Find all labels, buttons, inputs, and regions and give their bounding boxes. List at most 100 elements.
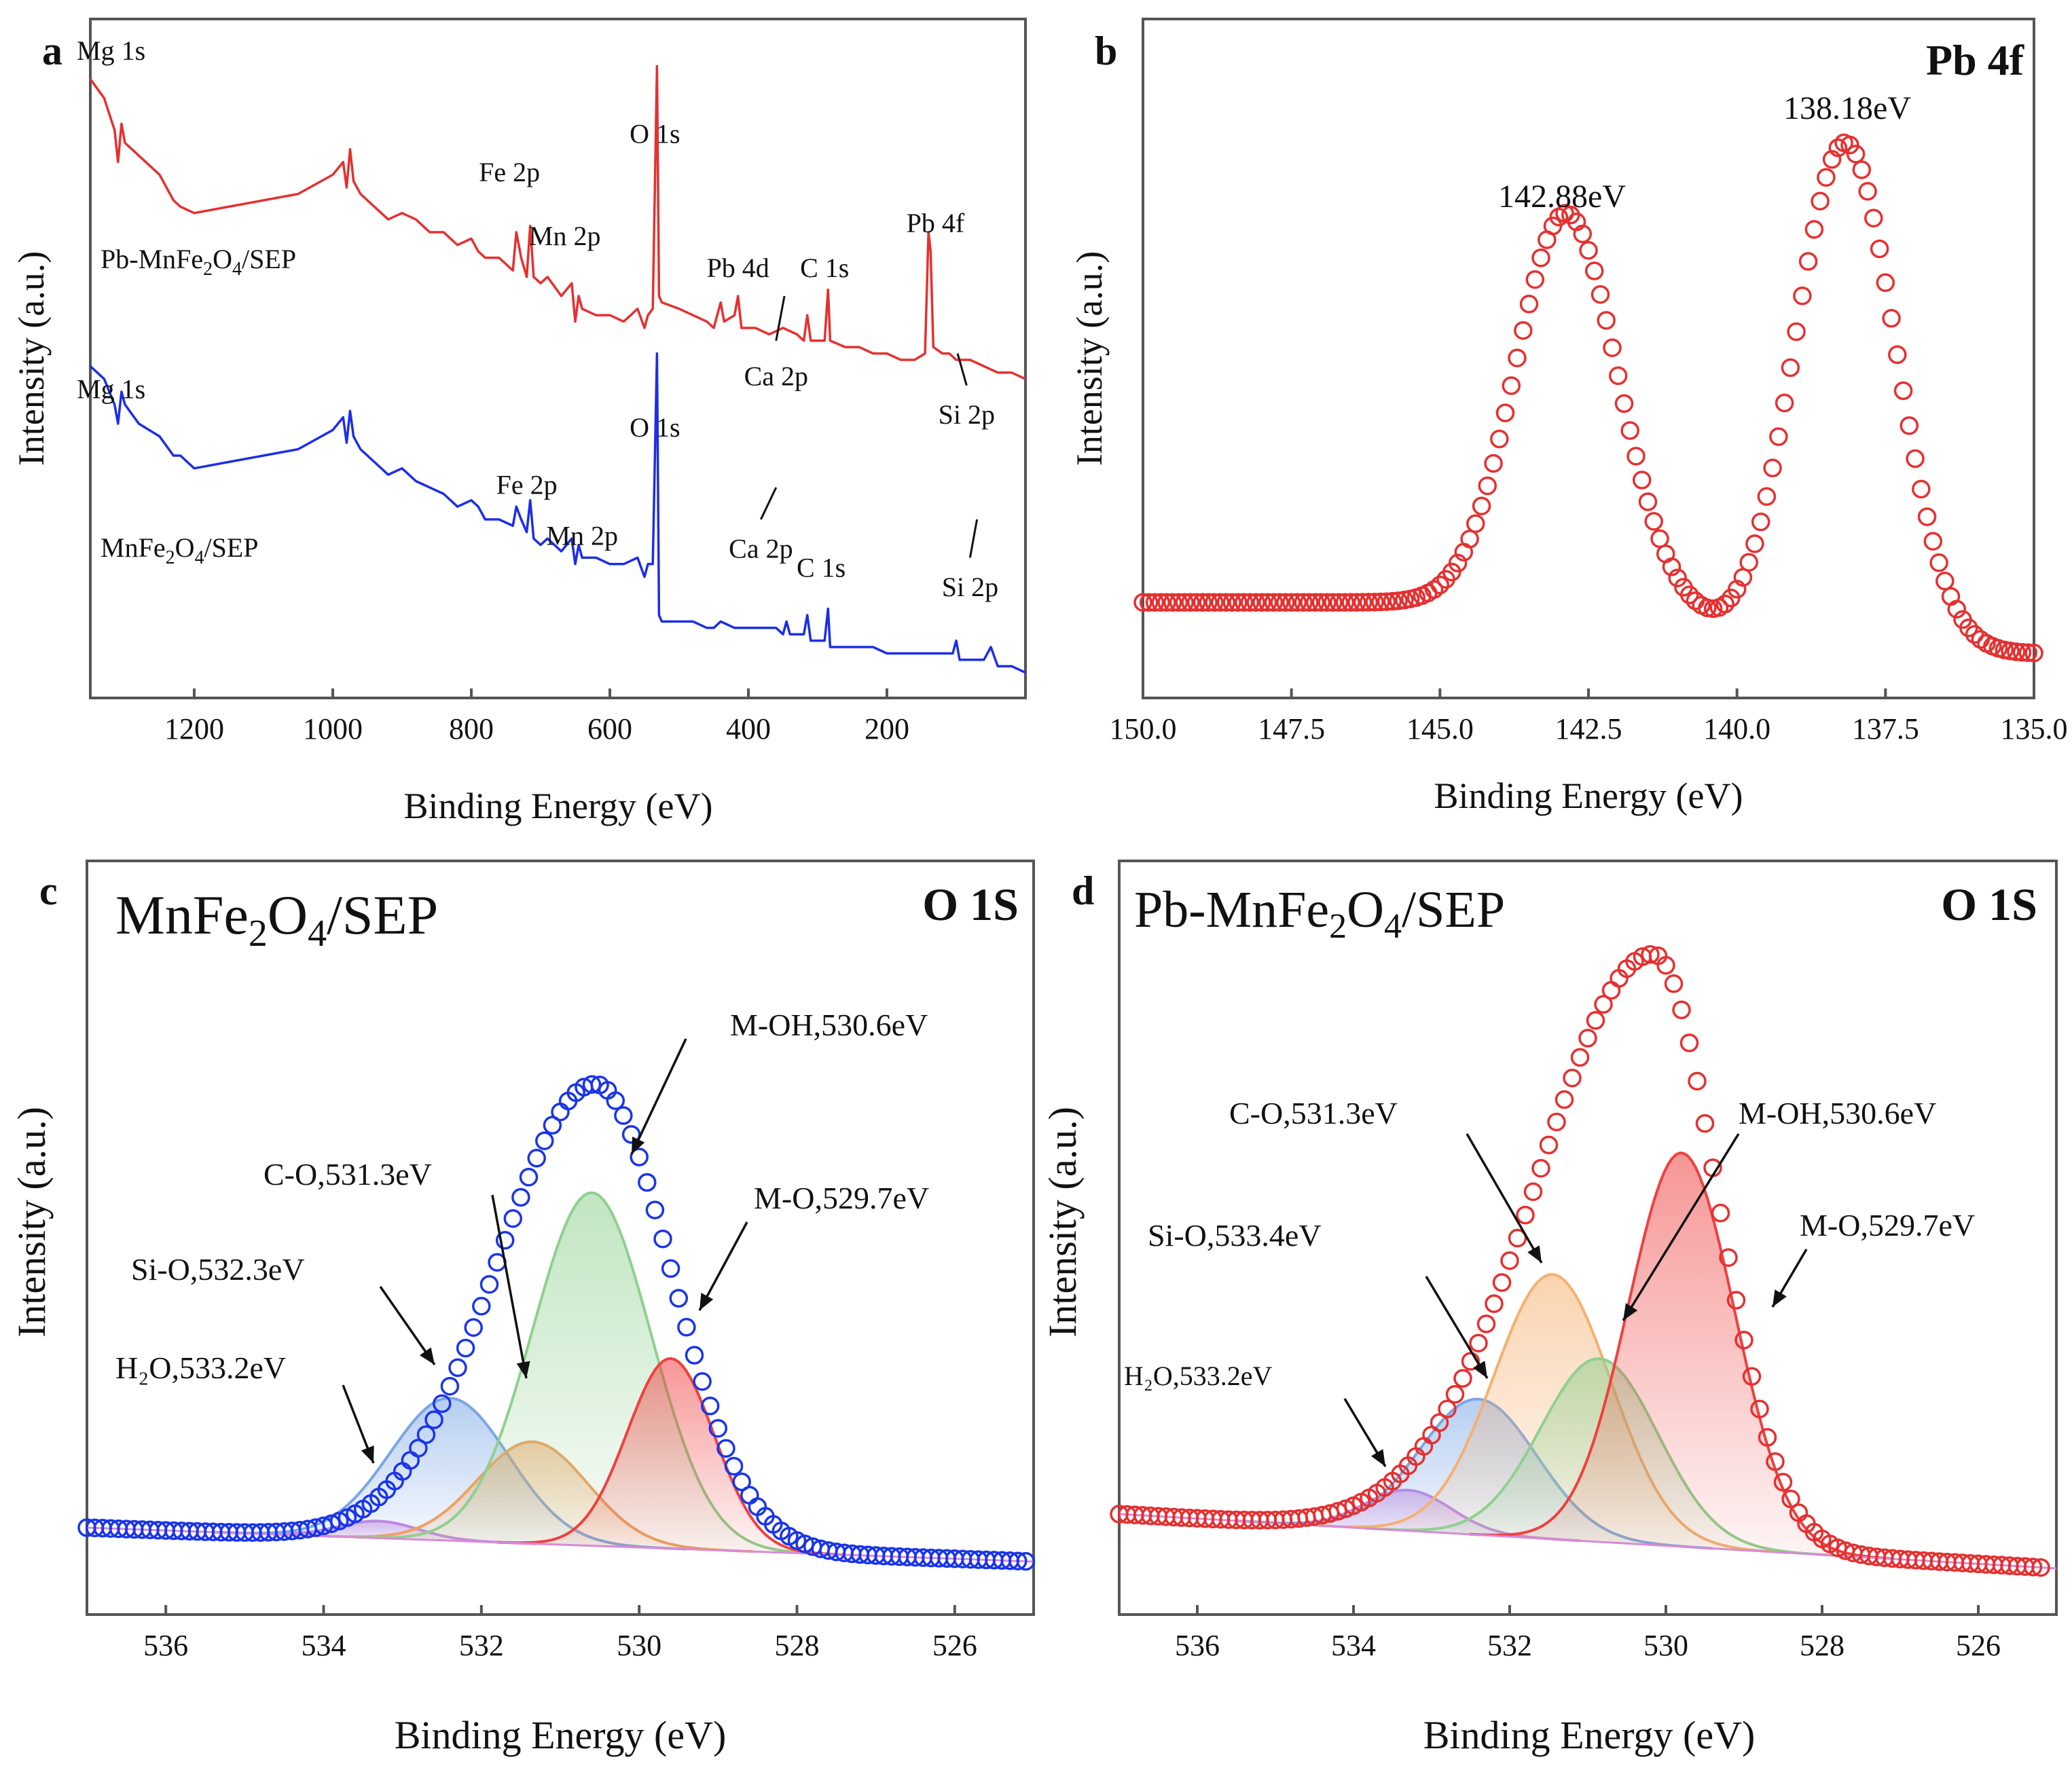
envelope-point (1476, 1314, 1496, 1333)
data-point (1145, 593, 1165, 612)
x-tick-label: 530 (617, 1629, 661, 1662)
panel-c-plot: 536 534 532 530 528 526 M-O,529.7eV M-OH,530.6e… (77, 1008, 1036, 1662)
data-point (1769, 427, 1788, 446)
envelope-point (708, 1418, 728, 1438)
component-fill (497, 1358, 845, 1555)
component-fill (1469, 1153, 1894, 1560)
x-tick-label: 1000 (303, 712, 363, 745)
panel-a-xlabel: Binding Energy (eV) (404, 786, 713, 826)
data-point (1514, 320, 1533, 340)
data-point (1757, 487, 1777, 507)
data-point (1157, 593, 1176, 612)
data-point (1638, 492, 1658, 511)
data-point (1781, 358, 1800, 377)
series-line (89, 352, 1026, 674)
data-point (1317, 593, 1337, 612)
component-line (1469, 1152, 1891, 1560)
envelope-point (527, 1149, 546, 1168)
x-tick-label: 534 (1331, 1629, 1376, 1662)
envelope-point (716, 1439, 735, 1458)
panel-c-title: O 1S (922, 879, 1019, 930)
data-point (1305, 593, 1325, 612)
envelope-point (472, 1297, 491, 1316)
envelope-point (1523, 1182, 1543, 1201)
data-point (1597, 311, 1616, 330)
x-tick-label: 528 (775, 1629, 820, 1662)
component-label: C-O,531.3eV (263, 1157, 432, 1192)
panel-d-frame (1118, 860, 2058, 1616)
peak-annotation: Si 2p (942, 572, 998, 602)
envelope-point (479, 1274, 499, 1294)
data-point (1882, 309, 1901, 328)
data-point (1846, 145, 1866, 164)
panel-c-frame (86, 860, 1035, 1616)
data-point (1377, 592, 1396, 611)
envelope-point (1679, 1033, 1699, 1052)
data-point (1311, 593, 1331, 612)
annotation-arrow (775, 295, 786, 342)
data-point (1763, 458, 1782, 478)
envelope-point (1578, 1029, 1597, 1048)
envelope-point (1766, 1452, 1785, 1471)
envelope-point (1781, 1490, 1800, 1509)
x-tick-label: 600 (587, 712, 632, 745)
data-point (1383, 591, 1402, 611)
component-arrowhead (632, 1137, 645, 1154)
component-label: H₂O,533.2eV (1124, 1361, 1272, 1391)
x-tick-label: 150.0 (1110, 712, 1177, 745)
envelope-point (1438, 1399, 1457, 1419)
envelope-point (630, 1147, 649, 1166)
envelope-point (503, 1209, 523, 1228)
data-point (1246, 593, 1265, 612)
envelope-point (732, 1472, 751, 1492)
data-point (1727, 580, 1747, 599)
data-point (1923, 532, 1943, 551)
data-point (1300, 593, 1319, 612)
envelope-point (1750, 1399, 1769, 1418)
x-tick-label: 534 (302, 1629, 346, 1662)
data-point (1947, 600, 1967, 619)
data-point (1222, 593, 1241, 612)
data-point (1798, 252, 1818, 271)
panel-a-frame (89, 18, 1027, 699)
component-label: H₂O,533.2eV (115, 1350, 286, 1385)
data-point (1811, 191, 1830, 210)
envelope-point (551, 1102, 570, 1122)
data-point (1614, 394, 1634, 413)
peak-annotation: O 1s (630, 412, 680, 443)
peak-annotation: Mn 2p (529, 221, 601, 251)
envelope-point (409, 1439, 428, 1458)
data-point (1371, 592, 1390, 612)
panel-c-xlabel: Binding Energy (eV) (395, 1713, 727, 1757)
data-point (1679, 585, 1699, 604)
x-tick-label: 200 (865, 712, 909, 745)
envelope-point (511, 1187, 530, 1207)
panel-d-title: O 1S (1941, 879, 2037, 930)
data-point (1169, 593, 1188, 612)
data-point (1775, 393, 1794, 413)
envelope-point (495, 1230, 515, 1250)
data-point (1870, 239, 1889, 259)
envelope-point (448, 1358, 467, 1378)
data-point (2001, 642, 2020, 661)
envelope-point (1734, 1330, 1753, 1350)
panel-b-xlabel: Binding Energy (eV) (1434, 775, 1743, 816)
x-tick-label: 140.0 (1703, 712, 1770, 745)
envelope-point (693, 1372, 712, 1391)
data-point (1603, 338, 1622, 357)
envelope-point (645, 1200, 665, 1219)
data-point (1900, 416, 1919, 435)
envelope-point (1586, 1011, 1605, 1030)
data-point (1288, 593, 1307, 612)
envelope-point (2023, 1558, 2043, 1577)
peak-annotation: Ca 2p (744, 361, 808, 392)
envelope-point (464, 1318, 483, 1337)
data-point (1139, 593, 1159, 612)
envelope-point (638, 1173, 657, 1192)
annotation-arrow (968, 519, 979, 558)
data-point (1193, 593, 1212, 612)
panel-b: b 150.0 147.5 145.0 142.5 140.0 137.5 135.0 Pb… (1069, 18, 2068, 816)
envelope-point (661, 1259, 680, 1278)
data-point (1347, 593, 1366, 612)
data-point (2007, 642, 2026, 661)
